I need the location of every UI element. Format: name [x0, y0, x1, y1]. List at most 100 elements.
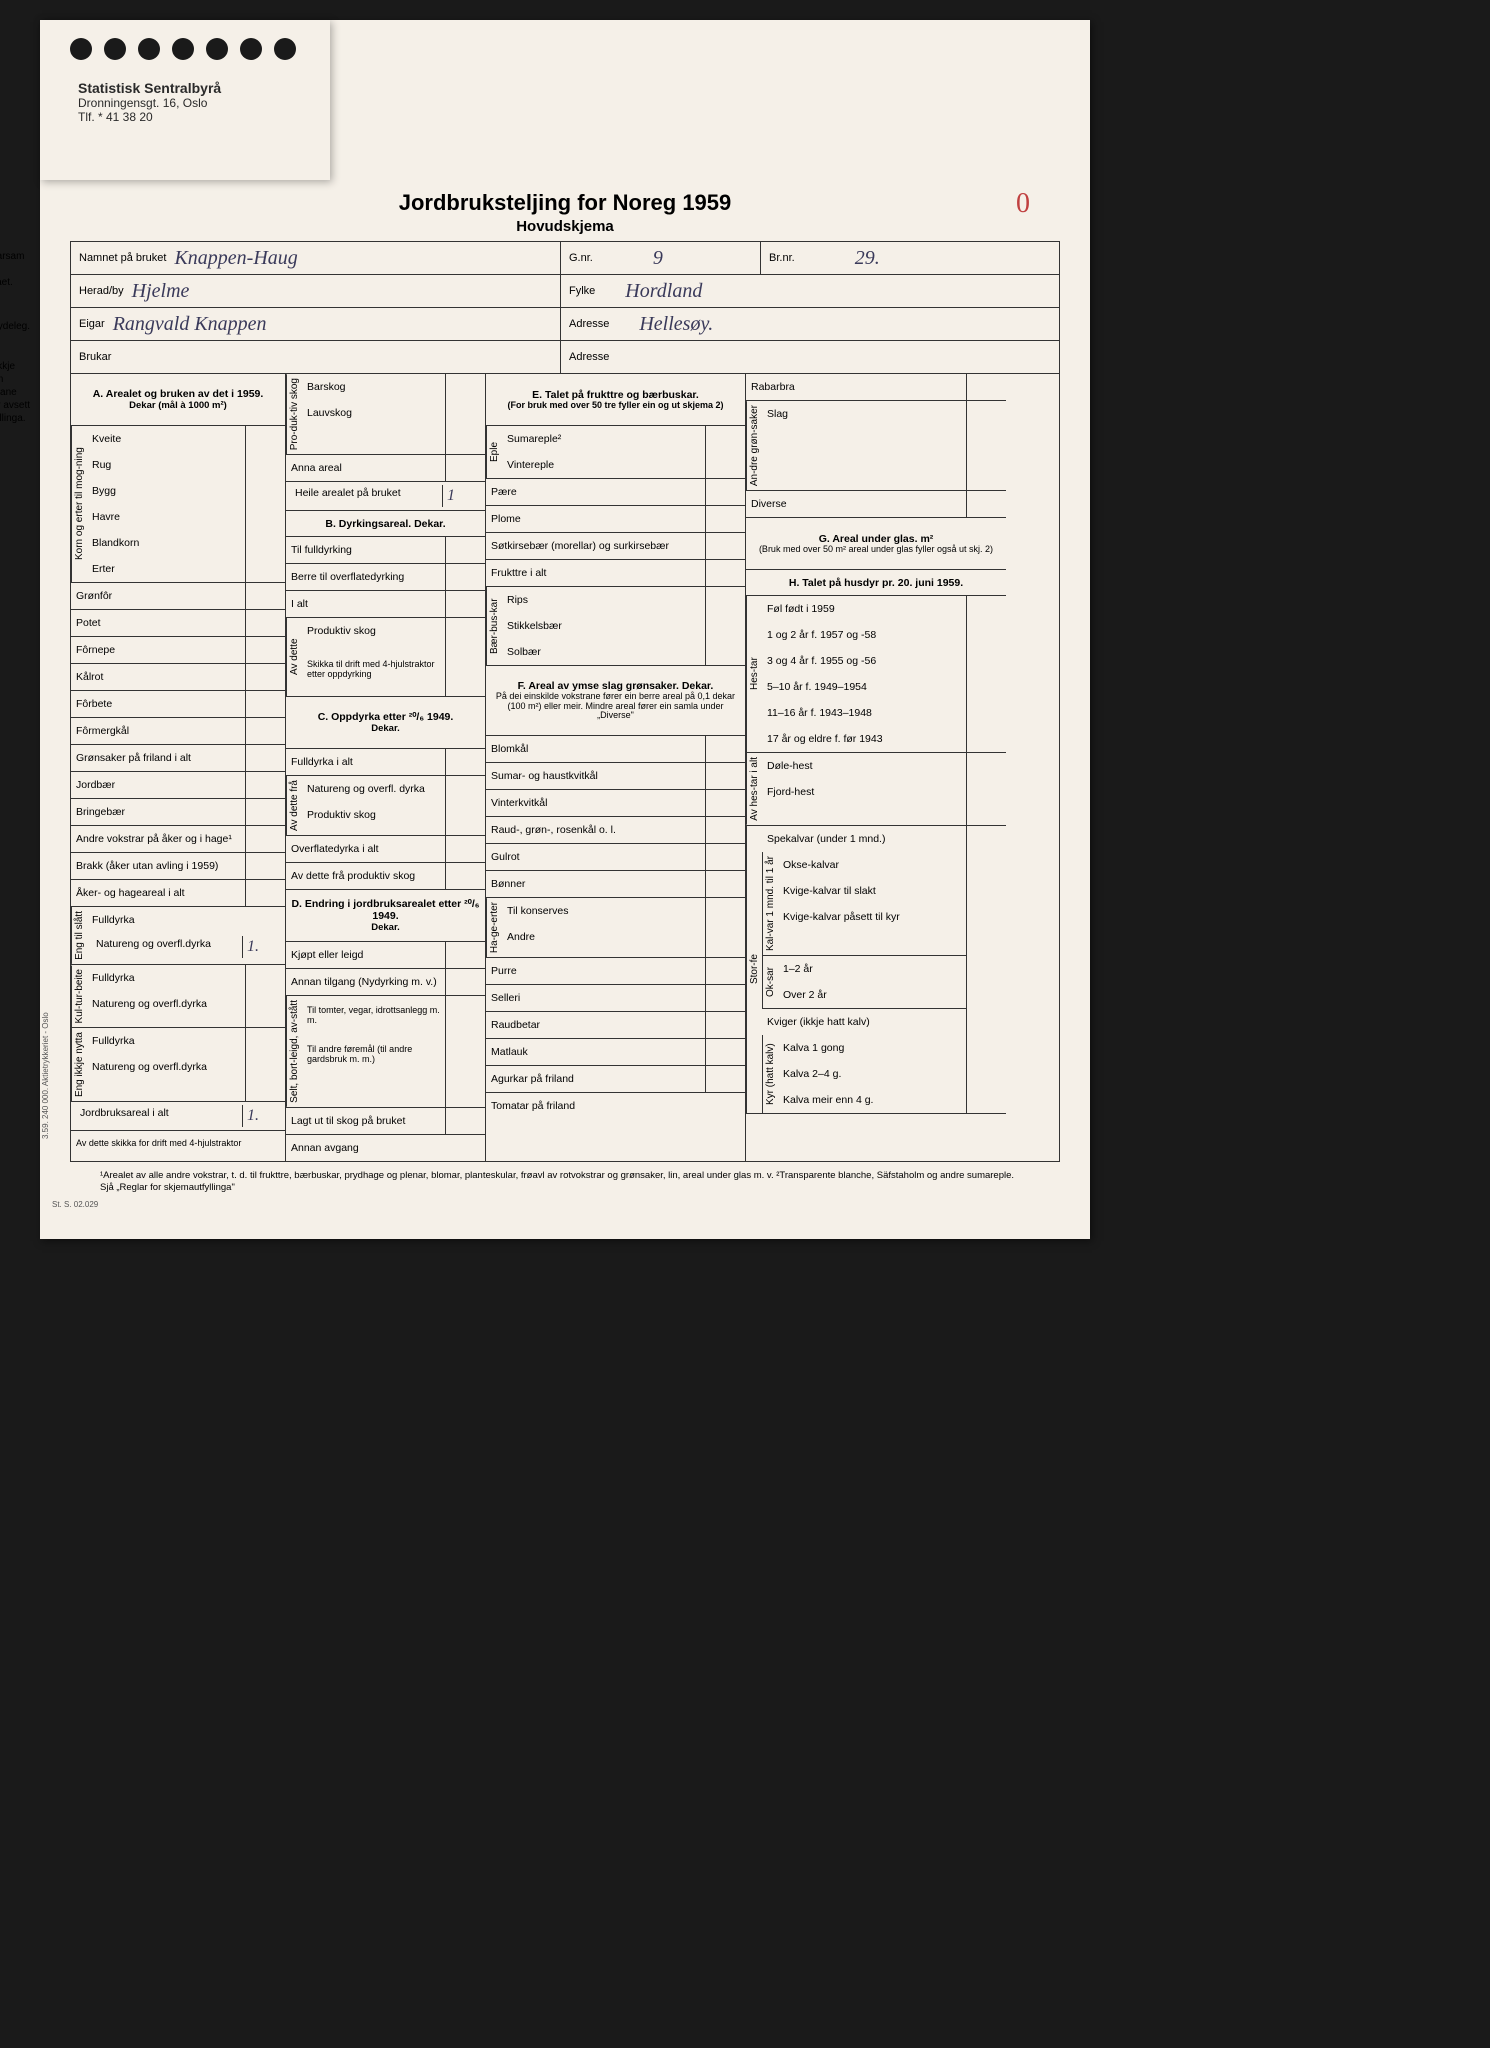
d-annan-avgang: Annan avgang: [286, 1135, 485, 1161]
vintereple: Vintereple: [502, 452, 705, 478]
selleri: Selleri: [486, 985, 705, 1011]
stikkels: Stikkelsbær: [502, 613, 705, 639]
val-fylke: Hordland: [625, 280, 702, 303]
d-sub: Dekar.: [371, 922, 400, 933]
kveite: Kveite: [87, 426, 245, 452]
spekalvar: Spekalvar (under 1 mnd.): [762, 826, 966, 852]
d-tomter: Til tomter, vegar, idrottsanlegg m. m.: [302, 996, 445, 1036]
c-prodskog: Produktiv skog: [302, 802, 445, 828]
rips: Rips: [502, 587, 705, 613]
c-avprod: Av dette frå produktiv skog: [286, 863, 445, 889]
h-17: 17 år og eldre f. før 1943: [762, 726, 966, 752]
label-namnet: Namnet på bruket: [79, 252, 166, 264]
val-eigar: Rangvald Knappen: [113, 313, 267, 336]
havre: Havre: [87, 504, 245, 530]
heile-val: 1: [442, 485, 480, 507]
konserves: Til konserves: [502, 898, 705, 924]
blandkorn: Blandkorn: [87, 530, 245, 556]
fjord: Fjord-hest: [762, 779, 966, 805]
org-info: Statistisk Sentralbyrå Dronningensgt. 16…: [40, 60, 330, 124]
column-d: Rabarbra An-dre grøn-saker Slag Diverse …: [746, 374, 1006, 1161]
c-natureng: Natureng og overfl. dyrka: [302, 776, 445, 802]
h-fol: Føl født i 1959: [762, 596, 966, 622]
label-adresse2: Adresse: [569, 351, 609, 363]
c-title: C. Oppdyrka etter ²⁰/₆ 1949.: [318, 711, 454, 723]
org-name: Statistisk Sentralbyrå: [78, 80, 330, 96]
baerbuskar-vlabel: Bær-bus-kar: [486, 587, 502, 665]
c-avdette-vlabel: Av dette frå: [286, 776, 302, 835]
d-title: D. Endring i jordbruksarealet etter ²⁰/₆…: [291, 898, 480, 922]
kvige-slakt: Kvige-kalvar til slakt: [778, 878, 966, 904]
red-mark: 0: [1016, 188, 1030, 220]
kalvar-vlabel: Kal-var 1 mnd. til 1 år: [762, 852, 778, 955]
f-sub: På dei einskilde vokstrane fører ein ber…: [491, 692, 740, 722]
org-address: Dronningensgt. 16, Oslo: [78, 96, 330, 110]
margin-note-1: Vær varsam med skjemaet.: [0, 250, 35, 289]
org-phone: Tlf. * 41 38 20: [78, 110, 330, 124]
header-tab: Statistisk Sentralbyrå Dronningensgt. 16…: [40, 20, 330, 180]
paere: Pære: [486, 479, 705, 505]
anna-areal: Anna areal: [286, 455, 445, 481]
plome: Plome: [486, 506, 705, 532]
h-1og2: 1 og 2 år f. 1957 og -58: [762, 622, 966, 648]
blomkal: Blomkål: [486, 736, 705, 762]
c-overflate: Overflatedyrka i alt: [286, 836, 445, 862]
purre: Purre: [486, 958, 705, 984]
kalva1: Kalva 1 gong: [778, 1035, 966, 1061]
barskog: Barskog: [302, 374, 445, 400]
over2: Over 2 år: [778, 982, 966, 1008]
jordbaer: Jordbær: [71, 772, 245, 798]
storfe-vlabel: Stor-fe: [746, 826, 762, 1113]
kviger: Kviger (ikkje hatt kalv): [762, 1009, 966, 1035]
forbete: Fôrbete: [71, 691, 245, 717]
jordbruksareal-val: 1.: [242, 1105, 280, 1127]
natureng-3: Natureng og overfl.dyrka: [87, 1054, 245, 1080]
val-herad: Hjelme: [132, 280, 190, 303]
column-a: A. Arealet og bruken av det i 1959. Deka…: [71, 374, 286, 1161]
sumar: Sumar- og haustkvitkål: [486, 763, 705, 789]
okse: Okse-kalvar: [778, 852, 966, 878]
andre-vokstrar: Andre vokstrar på åker og i hage¹: [71, 826, 245, 852]
kalrot: Kålrot: [71, 664, 245, 690]
fulldyrka-2: Fulldyrka: [87, 965, 245, 991]
label-fylke: Fylke: [569, 285, 595, 297]
g-sub: (Bruk med over 50 m² areal under glas fy…: [759, 545, 993, 555]
punch-holes: [40, 20, 330, 60]
label-eigar: Eigar: [79, 318, 105, 330]
label-gnr: G.nr.: [569, 252, 593, 264]
bygg: Bygg: [87, 478, 245, 504]
bonner: Bønner: [486, 871, 705, 897]
eng-ikkje-vlabel: Eng ikkje nytta: [71, 1028, 87, 1101]
eple-vlabel: Eple: [486, 426, 502, 478]
sumareple: Sumareple²: [502, 426, 705, 452]
potet: Potet: [71, 610, 245, 636]
kirsebaer: Søtkirsebær (morellar) og surkirsebær: [486, 533, 705, 559]
bringebaer: Bringebær: [71, 799, 245, 825]
b-fulldyrking: Til fulldyrking: [286, 537, 445, 563]
g-title: G. Areal under glas. m²: [819, 533, 934, 545]
hestar-vlabel: Hes-tar: [746, 596, 762, 752]
rug: Rug: [87, 452, 245, 478]
korn-vlabel: Korn og erter til mog-ning: [71, 426, 87, 582]
jordbruksareal: Jordbruksareal i alt: [76, 1105, 234, 1127]
diverse: Diverse: [746, 491, 966, 517]
aker-hage: Åker- og hageareal i alt: [71, 880, 245, 906]
andre-gron-vlabel: An-dre grøn-saker: [746, 401, 762, 490]
column-b: Pro-duk-tiv skog Barskog Lauvskog Anna a…: [286, 374, 486, 1161]
val-adresse: Hellesøy.: [639, 313, 713, 336]
raudbetar: Raudbetar: [486, 1012, 705, 1038]
d-lagtut: Lagt ut til skog på bruket: [286, 1108, 445, 1134]
formergkal: Fôrmergkål: [71, 718, 245, 744]
rabarbra: Rabarbra: [746, 374, 966, 400]
page-wrapper: Statistisk Sentralbyrå Dronningensgt. 16…: [0, 20, 1490, 1239]
h-11-16: 11–16 år f. 1943–1948: [762, 700, 966, 726]
h-3og4: 3 og 4 år f. 1955 og -56: [762, 648, 966, 674]
agurkar: Agurkar på friland: [486, 1066, 705, 1092]
prod-vlabel: Pro-duk-tiv skog: [286, 374, 302, 454]
vinter: Vinterkvitkål: [486, 790, 705, 816]
dole: Døle-hest: [762, 753, 966, 779]
eng-slatt-vlabel: Eng til slått: [71, 907, 87, 964]
label-adresse: Adresse: [569, 318, 609, 330]
b-avdette-vlabel: Av dette: [286, 618, 302, 696]
natureng-val: 1.: [242, 936, 280, 958]
